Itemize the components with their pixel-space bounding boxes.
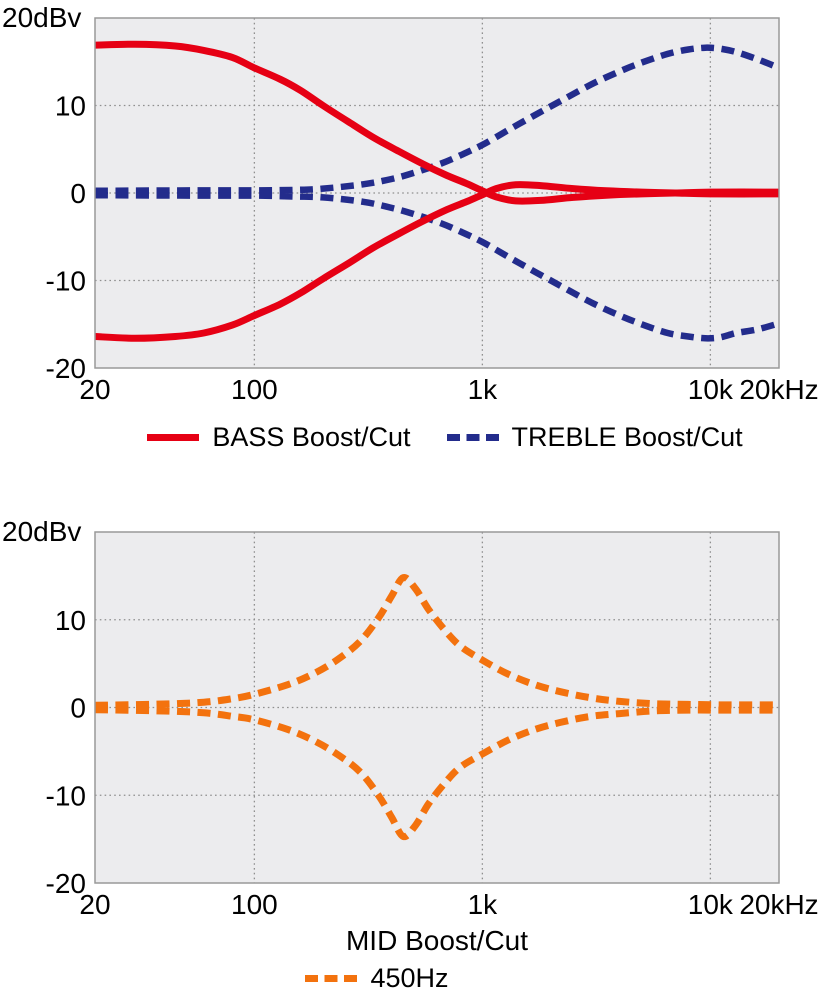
treble-line-swatch <box>446 433 499 441</box>
y-tick-label: -20 <box>46 868 86 899</box>
bass-line-swatch <box>147 433 200 441</box>
y-tick-label: -20 <box>46 353 86 384</box>
mid-line-swatch <box>305 974 358 982</box>
series-treble-cut <box>94 191 780 342</box>
x-tick-label: 1k <box>468 889 499 920</box>
x-tick-label: 10k <box>688 889 734 920</box>
y-tick-label: -10 <box>46 266 86 297</box>
legend-label-bass: BASS Boost/Cut <box>212 422 411 452</box>
legend-item-treble: TREBLE Boost/Cut <box>446 422 743 452</box>
y-tick-label: 10 <box>55 605 86 636</box>
top-chart-y-axis-title: 20dBv <box>2 2 82 33</box>
y-tick-label: -10 <box>46 780 86 811</box>
plot-border <box>94 17 780 369</box>
plot-border <box>94 531 780 884</box>
y-tick-label: 10 <box>55 91 86 122</box>
y-tick-label: 0 <box>70 178 86 209</box>
bottom-chart-caption: MID Boost/Cut <box>345 925 529 956</box>
legend-item-mid: 450Hz <box>305 963 449 993</box>
x-tick-label: 100 <box>231 889 278 920</box>
legend-item-bass: BASS Boost/Cut <box>147 422 411 452</box>
series-bass-cut <box>94 181 780 342</box>
legend-label-treble: TREBLE Boost/Cut <box>511 422 743 452</box>
x-tick-label: 20kHz <box>739 889 818 920</box>
y-tick-label: 0 <box>70 693 86 724</box>
top-chart-legend: BASS Boost/Cut TREBLE Boost/Cut <box>58 422 832 452</box>
bottom-chart-y-axis-title: 20dBv <box>2 516 82 547</box>
series-mid-boost <box>94 574 779 709</box>
bottom-chart-legend: 450Hz <box>0 963 754 993</box>
x-tick-label: 100 <box>231 374 278 405</box>
x-tick-label: 10k <box>688 374 734 405</box>
series-treble-boost <box>94 44 781 195</box>
x-tick-label: 20 <box>79 374 110 405</box>
x-tick-label: 1k <box>468 374 499 405</box>
series-bass-boost <box>94 40 780 205</box>
x-tick-label: 20kHz <box>739 374 818 405</box>
legend-label-mid: 450Hz <box>370 963 449 993</box>
series-mid-cut <box>94 706 779 841</box>
x-tick-label: 20 <box>79 889 110 920</box>
